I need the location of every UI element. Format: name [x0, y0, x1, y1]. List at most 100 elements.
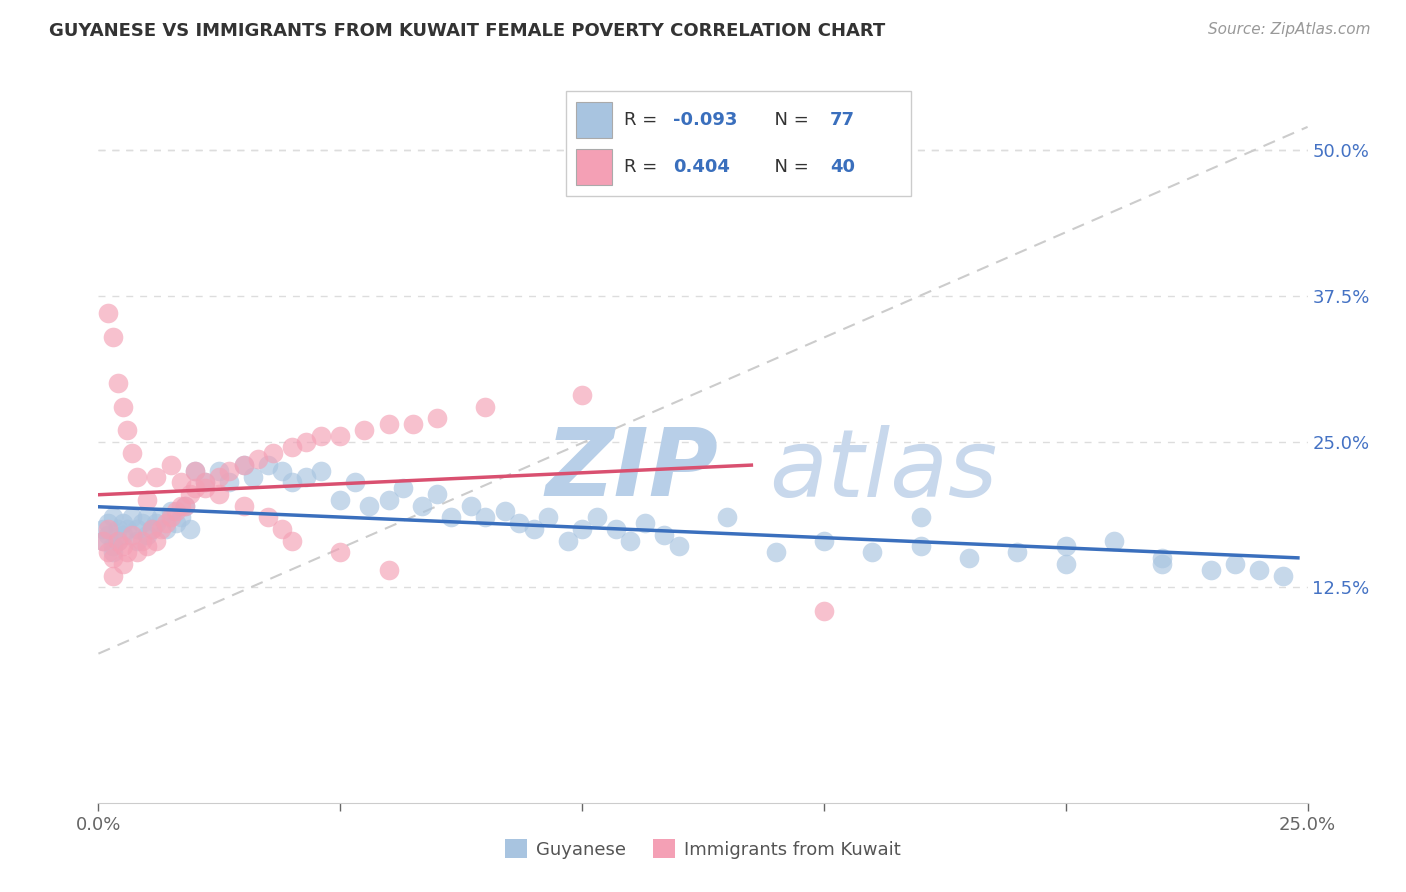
Text: N =: N = — [763, 111, 815, 129]
Point — [160, 458, 183, 472]
Point — [281, 441, 304, 455]
Point — [860, 545, 883, 559]
Point — [135, 492, 157, 507]
Point — [184, 464, 207, 478]
Point — [117, 545, 139, 559]
Point — [343, 475, 366, 490]
Point — [359, 499, 381, 513]
Point — [256, 458, 278, 472]
Point — [179, 487, 201, 501]
Point — [121, 510, 143, 524]
Point — [127, 545, 149, 559]
Point — [329, 545, 352, 559]
Point — [91, 522, 114, 536]
Point — [169, 510, 191, 524]
Point — [309, 464, 332, 478]
Point — [111, 516, 134, 530]
Point — [619, 533, 641, 548]
Point — [150, 522, 173, 536]
Point — [101, 540, 124, 554]
Point — [127, 522, 149, 536]
Point — [111, 528, 134, 542]
Point — [194, 475, 217, 490]
Point — [218, 475, 240, 490]
Point — [605, 522, 627, 536]
Point — [494, 504, 516, 518]
Point — [537, 510, 560, 524]
Point — [392, 481, 415, 495]
Point — [1249, 563, 1271, 577]
Point — [179, 522, 201, 536]
Point — [117, 522, 139, 536]
Point — [1054, 540, 1077, 554]
FancyBboxPatch shape — [576, 149, 613, 185]
FancyBboxPatch shape — [567, 91, 911, 196]
Point — [1007, 545, 1029, 559]
Point — [910, 540, 932, 554]
Point — [174, 499, 197, 513]
Point — [557, 533, 579, 548]
Point — [97, 306, 120, 320]
Point — [145, 516, 167, 530]
Point — [271, 464, 294, 478]
Point — [141, 522, 163, 536]
Point — [353, 423, 375, 437]
Text: 77: 77 — [830, 111, 855, 129]
Point — [107, 376, 129, 391]
Point — [184, 481, 207, 495]
Point — [1272, 568, 1295, 582]
Text: N =: N = — [763, 158, 815, 176]
Point — [141, 522, 163, 536]
Point — [131, 533, 153, 548]
Point — [910, 510, 932, 524]
Point — [281, 475, 304, 490]
Point — [111, 557, 134, 571]
Point — [97, 522, 120, 536]
Point — [117, 423, 139, 437]
Point — [309, 428, 332, 442]
Point — [1054, 557, 1077, 571]
Point — [716, 510, 738, 524]
Point — [411, 499, 433, 513]
Text: Source: ZipAtlas.com: Source: ZipAtlas.com — [1208, 22, 1371, 37]
Point — [247, 452, 270, 467]
Text: R =: R = — [624, 111, 664, 129]
Point — [377, 563, 399, 577]
Point — [160, 510, 183, 524]
Point — [107, 522, 129, 536]
Text: -0.093: -0.093 — [673, 111, 737, 129]
Point — [256, 510, 278, 524]
Point — [208, 464, 231, 478]
Point — [262, 446, 284, 460]
Point — [101, 510, 124, 524]
Point — [131, 516, 153, 530]
Point — [242, 469, 264, 483]
Point — [127, 469, 149, 483]
Point — [165, 516, 187, 530]
Point — [329, 428, 352, 442]
Point — [91, 533, 114, 548]
Point — [101, 551, 124, 566]
Point — [194, 481, 217, 495]
Point — [957, 551, 980, 566]
Point — [160, 504, 183, 518]
Point — [174, 499, 197, 513]
Point — [208, 469, 231, 483]
Point — [571, 522, 593, 536]
Point — [1102, 533, 1125, 548]
Point — [271, 522, 294, 536]
FancyBboxPatch shape — [576, 102, 613, 138]
Point — [426, 487, 449, 501]
Point — [232, 499, 254, 513]
Point — [97, 545, 120, 559]
Point — [281, 533, 304, 548]
Point — [135, 528, 157, 542]
Point — [329, 492, 352, 507]
Point — [194, 475, 217, 490]
Point — [1152, 557, 1174, 571]
Point — [218, 464, 240, 478]
Point — [165, 504, 187, 518]
Point — [127, 533, 149, 548]
Point — [101, 329, 124, 343]
Point — [295, 469, 318, 483]
